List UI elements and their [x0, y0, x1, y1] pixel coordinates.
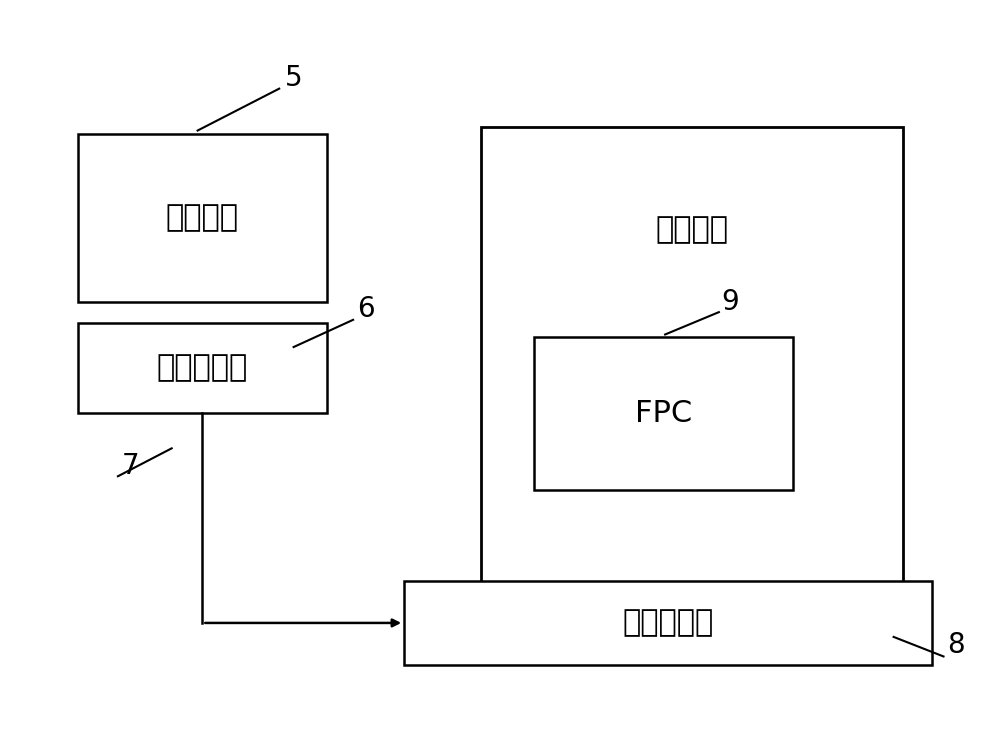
Bar — [404, 581, 932, 665]
Text: 烧录设备: 烧录设备 — [166, 204, 239, 233]
Bar — [534, 337, 793, 490]
Text: 8: 8 — [947, 632, 965, 659]
Text: 6: 6 — [357, 295, 374, 322]
Bar — [78, 322, 327, 413]
Bar — [481, 127, 903, 595]
Bar — [78, 134, 327, 302]
Text: 第二转接板: 第二转接板 — [622, 609, 714, 637]
Text: 7: 7 — [122, 452, 139, 480]
Text: FPC: FPC — [635, 399, 692, 428]
Text: 显示面板: 显示面板 — [656, 215, 728, 244]
Text: 5: 5 — [285, 64, 302, 92]
Text: 9: 9 — [722, 288, 739, 316]
Text: 第一转接板: 第一转接板 — [157, 354, 248, 383]
